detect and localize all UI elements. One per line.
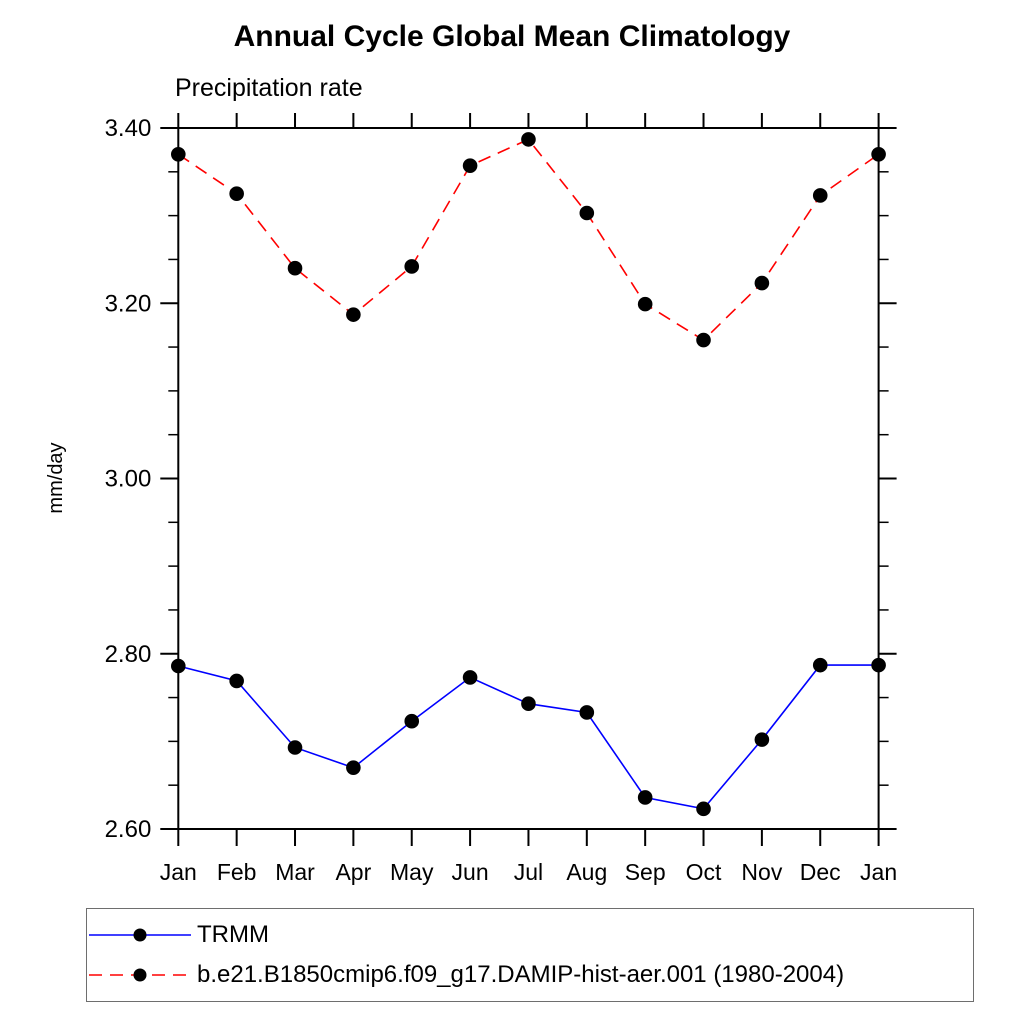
svg-text:mm/day: mm/day xyxy=(45,442,67,513)
svg-text:3.20: 3.20 xyxy=(105,290,152,317)
legend-item-trmm: TRMM xyxy=(89,921,973,949)
chart-title: Annual Cycle Global Mean Climatology xyxy=(233,20,791,53)
svg-text:Jul: Jul xyxy=(514,859,543,885)
svg-text:May: May xyxy=(390,859,434,885)
svg-text:Nov: Nov xyxy=(741,859,782,885)
legend-line-sample-solid xyxy=(89,928,191,942)
legend: TRMM b.e21.B1850cmip6.f09_g17.DAMIP-hist… xyxy=(86,908,974,1002)
legend-label-model: b.e21.B1850cmip6.f09_g17.DAMIP-hist-aer.… xyxy=(197,961,845,988)
svg-text:Feb: Feb xyxy=(217,859,257,885)
legend-label-trmm: TRMM xyxy=(197,921,269,948)
svg-text:Oct: Oct xyxy=(686,859,722,885)
svg-text:3.40: 3.40 xyxy=(105,115,152,142)
svg-text:Aug: Aug xyxy=(566,859,607,885)
svg-text:2.80: 2.80 xyxy=(105,641,152,668)
svg-text:Apr: Apr xyxy=(335,859,371,885)
svg-text:Jun: Jun xyxy=(452,859,489,885)
legend-line-sample-dashed xyxy=(89,968,191,982)
svg-text:Dec: Dec xyxy=(800,859,841,885)
svg-text:Jan: Jan xyxy=(860,859,897,885)
svg-text:3.00: 3.00 xyxy=(105,466,152,493)
svg-text:Sep: Sep xyxy=(625,859,666,885)
svg-text:Jan: Jan xyxy=(160,859,197,885)
svg-text:2.60: 2.60 xyxy=(105,816,152,843)
legend-item-model: b.e21.B1850cmip6.f09_g17.DAMIP-hist-aer.… xyxy=(89,961,973,989)
chart-subtitle: Precipitation rate xyxy=(175,74,363,102)
svg-text:Mar: Mar xyxy=(275,859,315,885)
